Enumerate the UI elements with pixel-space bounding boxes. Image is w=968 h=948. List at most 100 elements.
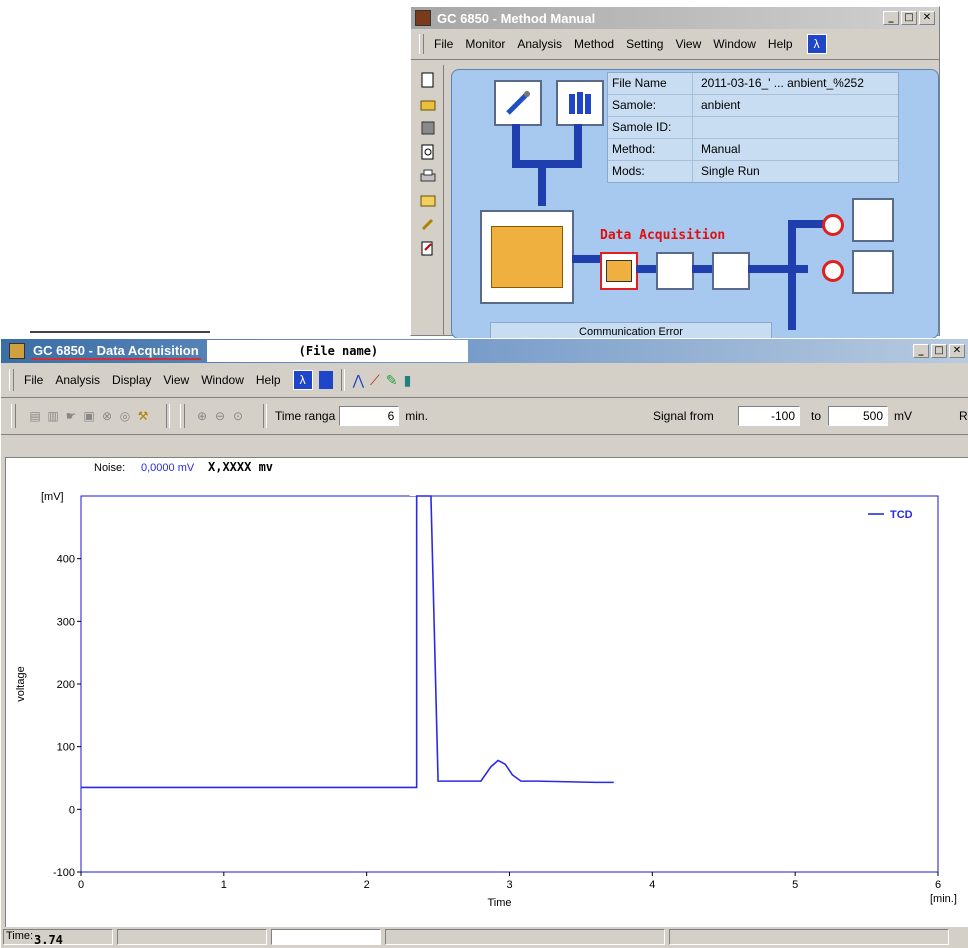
gas-cylinders-icon[interactable] — [556, 80, 604, 126]
toolbar-separator — [166, 404, 170, 428]
edit-doc-icon[interactable] — [419, 239, 437, 257]
folder-icon[interactable] — [419, 191, 437, 209]
y-tick-label: -100 — [53, 867, 75, 879]
minimize-button[interactable]: _ — [883, 11, 899, 25]
peaks-tool-icon[interactable]: ⋀ — [352, 371, 365, 388]
method-manual-titlebar[interactable]: GC 6850 - Method Manual _ □ ✕ — [411, 7, 939, 29]
lambda-icon[interactable]: λ — [292, 370, 313, 390]
autosampler-icon[interactable] — [494, 80, 542, 126]
menu-file[interactable]: File — [434, 37, 454, 51]
pipe-segment — [748, 265, 808, 273]
toolbar-grip — [11, 404, 16, 428]
info-key: Mods: — [608, 161, 693, 182]
info-row: Method: Manual — [608, 139, 898, 161]
close-button[interactable]: ✕ — [949, 344, 965, 358]
menu-setting[interactable]: Setting — [626, 37, 664, 51]
y-tick-label: 200 — [57, 679, 75, 691]
gc-column-icon[interactable] — [318, 371, 333, 389]
menu-analysis[interactable]: Analysis — [517, 37, 563, 51]
data-acquisition-label: Data Acquisition — [600, 228, 726, 243]
report-icon[interactable] — [712, 252, 750, 290]
menu-monitor[interactable]: Monitor — [465, 37, 506, 51]
info-key: Samole ID: — [608, 117, 693, 138]
info-key: Method: — [608, 139, 693, 160]
camera-icon[interactable]: ▣ — [83, 409, 95, 423]
chart-area: Noise: 0,0000 mV X,XXXX mv -100 0 100 200 30… — [5, 457, 968, 928]
pipe-segment — [788, 220, 796, 330]
status-cell — [117, 929, 267, 945]
status-bar: Time: 3.74 — [1, 927, 968, 947]
file-name-label: (File name) — [206, 340, 469, 362]
communication-error-box: Communication Error — [490, 322, 772, 342]
close-button[interactable]: ✕ — [919, 11, 935, 25]
menu-file[interactable]: File — [24, 373, 44, 387]
status-time-label: Time: — [6, 930, 34, 942]
print-icon[interactable]: ▥ — [47, 409, 59, 423]
zoom-out-icon[interactable]: ⊖ — [214, 409, 226, 423]
valve-icon[interactable] — [822, 260, 844, 282]
status-cell — [669, 929, 949, 945]
time-range-input[interactable]: 6 — [339, 406, 400, 426]
stop-icon[interactable]: ⊗ — [101, 409, 113, 423]
acq-titlebar[interactable]: GC 6850 - Data Acquisition (File name) _… — [1, 339, 968, 363]
pipe-segment — [574, 124, 582, 164]
wrench-icon[interactable]: ⚒ — [137, 409, 149, 423]
signal-to-input[interactable]: 500 — [828, 406, 888, 426]
lambda-icon[interactable]: λ — [806, 34, 827, 54]
x-tick-label: 3 — [506, 879, 512, 891]
wrench-icon[interactable] — [419, 215, 437, 233]
menu-view[interactable]: View — [675, 37, 702, 51]
info-value: Single Run — [701, 164, 760, 178]
menu-separator — [340, 369, 345, 391]
save-icon[interactable] — [419, 119, 437, 137]
calibration-tool-icon[interactable]: ⟋ — [370, 371, 380, 388]
divider-line — [30, 331, 210, 333]
menu-window[interactable]: Window — [713, 37, 756, 51]
new-file-icon[interactable] — [419, 71, 437, 89]
integration-icon[interactable] — [656, 252, 694, 290]
status-time-value: 3.74 — [34, 933, 63, 947]
column-tool-icon[interactable]: ▮ — [403, 371, 412, 388]
x-tick-label: 5 — [792, 879, 798, 891]
acq-toolbar: ▤ ▥ ☛ ▣ ⊗ ◎ ⚒ ⊕ ⊖ ⊙ Time ranga 6 min. Si… — [1, 398, 968, 435]
noise-placeholder: X,XXXX mv — [208, 460, 274, 474]
data-acquisition-window: GC 6850 - Data Acquisition (File name) _… — [0, 338, 968, 948]
menu-view[interactable]: View — [163, 373, 190, 387]
hand-icon[interactable]: ☛ — [65, 409, 77, 423]
pipe-segment — [538, 160, 546, 206]
toolbar-overflow-char: R — [959, 409, 968, 423]
menu-window[interactable]: Window — [201, 373, 244, 387]
signal-from-input[interactable]: -100 — [738, 406, 800, 426]
info-key: File Name — [608, 73, 693, 94]
zoom-reset-icon[interactable]: ⊙ — [232, 409, 244, 423]
print-icon[interactable] — [419, 167, 437, 185]
peaks-icon[interactable] — [852, 198, 894, 242]
maximize-button[interactable]: □ — [901, 11, 917, 25]
menu-analysis[interactable]: Analysis — [55, 373, 101, 387]
open-icon[interactable]: ▤ — [29, 409, 41, 423]
calibration-icon[interactable] — [852, 250, 894, 294]
x-unit-label: [min.] — [930, 893, 957, 905]
maximize-button[interactable]: □ — [931, 344, 947, 358]
preview-icon[interactable] — [419, 143, 437, 161]
gc-instrument-icon[interactable] — [480, 210, 574, 304]
zoom-in-icon[interactable]: ⊕ — [196, 409, 208, 423]
pipe-segment — [512, 124, 520, 164]
info-key: Samole: — [608, 95, 693, 116]
menu-help[interactable]: Help — [767, 37, 793, 51]
menu-display[interactable]: Display — [112, 373, 152, 387]
auto-icon[interactable]: ◎ — [119, 409, 131, 423]
acq-menubar: File Analysis Display View Window Help λ… — [1, 363, 968, 398]
toolbar-grip — [180, 404, 185, 428]
method-info-table: File Name 2011-03-16_' ... anbient_%252 S… — [607, 72, 899, 183]
menu-help[interactable]: Help — [255, 373, 281, 387]
menu-method[interactable]: Method — [574, 37, 615, 51]
open-folder-icon[interactable] — [419, 95, 437, 113]
edit-tool-icon[interactable]: ✎ — [385, 371, 398, 388]
data-acquisition-icon[interactable] — [600, 252, 638, 290]
minimize-button[interactable]: _ — [913, 344, 929, 358]
x-tick-label: 2 — [364, 879, 370, 891]
info-value: anbient — [701, 98, 741, 112]
pipe-segment — [788, 220, 828, 228]
valve-icon[interactable] — [822, 214, 844, 236]
